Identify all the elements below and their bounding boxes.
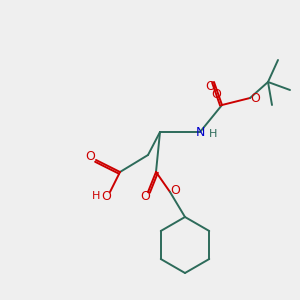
Text: O: O xyxy=(205,80,215,92)
Text: O: O xyxy=(170,184,180,196)
Text: N: N xyxy=(195,125,205,139)
Text: O: O xyxy=(211,88,221,101)
Text: H: H xyxy=(209,129,217,139)
Text: O: O xyxy=(85,149,95,163)
Text: H: H xyxy=(92,191,100,201)
Text: O: O xyxy=(101,190,111,202)
Text: O: O xyxy=(140,190,150,202)
Text: O: O xyxy=(250,92,260,104)
